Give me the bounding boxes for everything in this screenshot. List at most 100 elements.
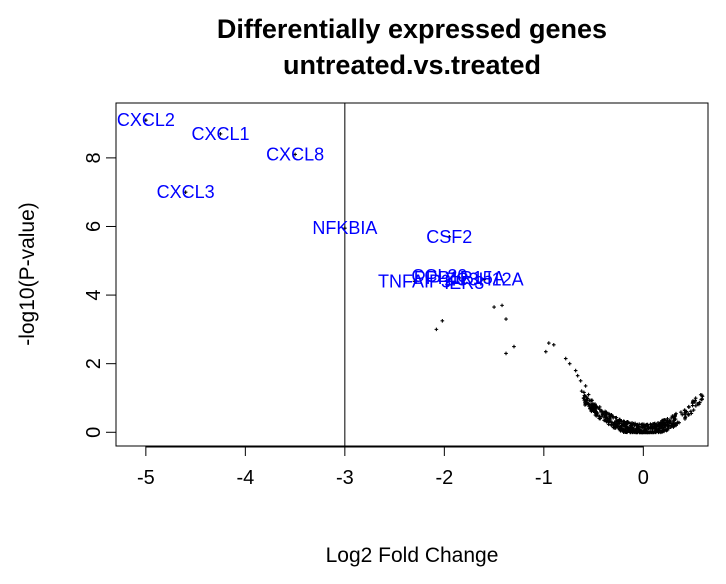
data-point [630,423,634,427]
data-point [440,319,445,323]
data-point [611,414,615,419]
data-point [656,425,661,429]
data-point [631,430,635,435]
data-point [603,409,607,414]
data-point [512,344,516,349]
data-point [689,411,694,416]
gene-label: TNFAIP3 [378,271,451,291]
x-axis-label: Log2 Fold Change [326,544,499,567]
y-tick-label: 8 [83,152,105,163]
data-point [563,356,568,361]
y-tick-label: 4 [83,290,105,301]
data-point [686,412,691,416]
data-point [624,424,628,428]
data-point [643,427,647,432]
gene-label: IER3 [444,273,484,293]
data-point [637,430,642,435]
data-point [623,428,628,432]
y-tick-label: 2 [83,358,105,369]
data-point [218,132,223,136]
data-point [293,152,297,157]
y-axis: 0 2 4 6 8 [83,152,117,438]
data-point [343,226,347,230]
data-point [605,416,609,421]
data-point [573,368,578,373]
y-tick-label: 6 [83,221,105,232]
data-point [602,418,606,423]
data-point [693,396,698,400]
data-point [671,419,676,423]
data-point [599,408,603,413]
data-point [617,420,621,425]
data-point [590,407,595,411]
data-point [597,414,602,419]
data-point [591,401,595,406]
x-tick-label: -5 [137,467,155,489]
x-axis: -5 -4 -3 -2 -1 0 [137,446,649,489]
x-tick-label: -1 [535,467,553,489]
data-point [637,427,641,432]
gene-label: NFKBIA [312,218,377,238]
data-point [614,415,619,420]
data-point [683,410,688,415]
data-point [595,411,599,415]
data-point [640,423,645,427]
data-point [621,429,626,434]
x-tick-label: -4 [236,467,254,489]
data-point [603,414,607,418]
data-point [642,430,646,435]
data-point [144,118,148,122]
data-point [625,422,629,427]
data-point [648,422,653,426]
data-point [584,400,588,404]
data-point [613,425,618,430]
data-point [551,343,556,347]
data-point [626,420,630,424]
data-point [647,430,652,435]
data-point [657,428,662,433]
gene-label: CSF2 [426,227,472,247]
data-point [667,423,671,428]
data-point [634,423,638,427]
data-point [699,397,704,402]
gene-label: CXCL2 [117,110,175,130]
gene-labels: CXCL2 CXCL1 CXCL8 CXCL3 NFKBIA CSF2 CCL20PPP1R… [117,110,524,293]
gene-label: PPP1R15A [414,268,505,288]
data-point [601,411,605,416]
data-point [673,412,678,417]
y-tick-label: 0 [83,427,105,438]
data-point [500,303,504,308]
data-point [583,384,588,388]
data-point [593,413,598,417]
data-point [492,305,496,309]
data-point [604,419,609,424]
data-point [693,400,697,404]
data-point [691,399,695,403]
data-point [547,341,551,345]
data-point [587,404,591,409]
data-point [652,422,657,426]
data-point [660,422,665,426]
data-point [697,402,701,407]
data-point [578,379,583,383]
data-point [183,190,188,194]
data-point [650,424,655,429]
data-point [620,424,624,428]
data-point [683,412,687,417]
data-point [700,393,704,397]
data-point [671,423,675,428]
x-tick-label: 0 [638,467,649,489]
x-tick-label: -2 [435,467,453,489]
data-point [686,404,691,409]
data-point [585,395,589,399]
data-point [575,373,580,378]
data-point [664,427,669,432]
data-point [655,424,659,428]
data-point [579,389,584,393]
x-tick-label: -3 [336,467,354,489]
chart-title-line2: untreated.vs.treated [283,50,541,80]
data-point [462,281,467,285]
data-point [683,408,687,413]
data-point [457,276,462,280]
